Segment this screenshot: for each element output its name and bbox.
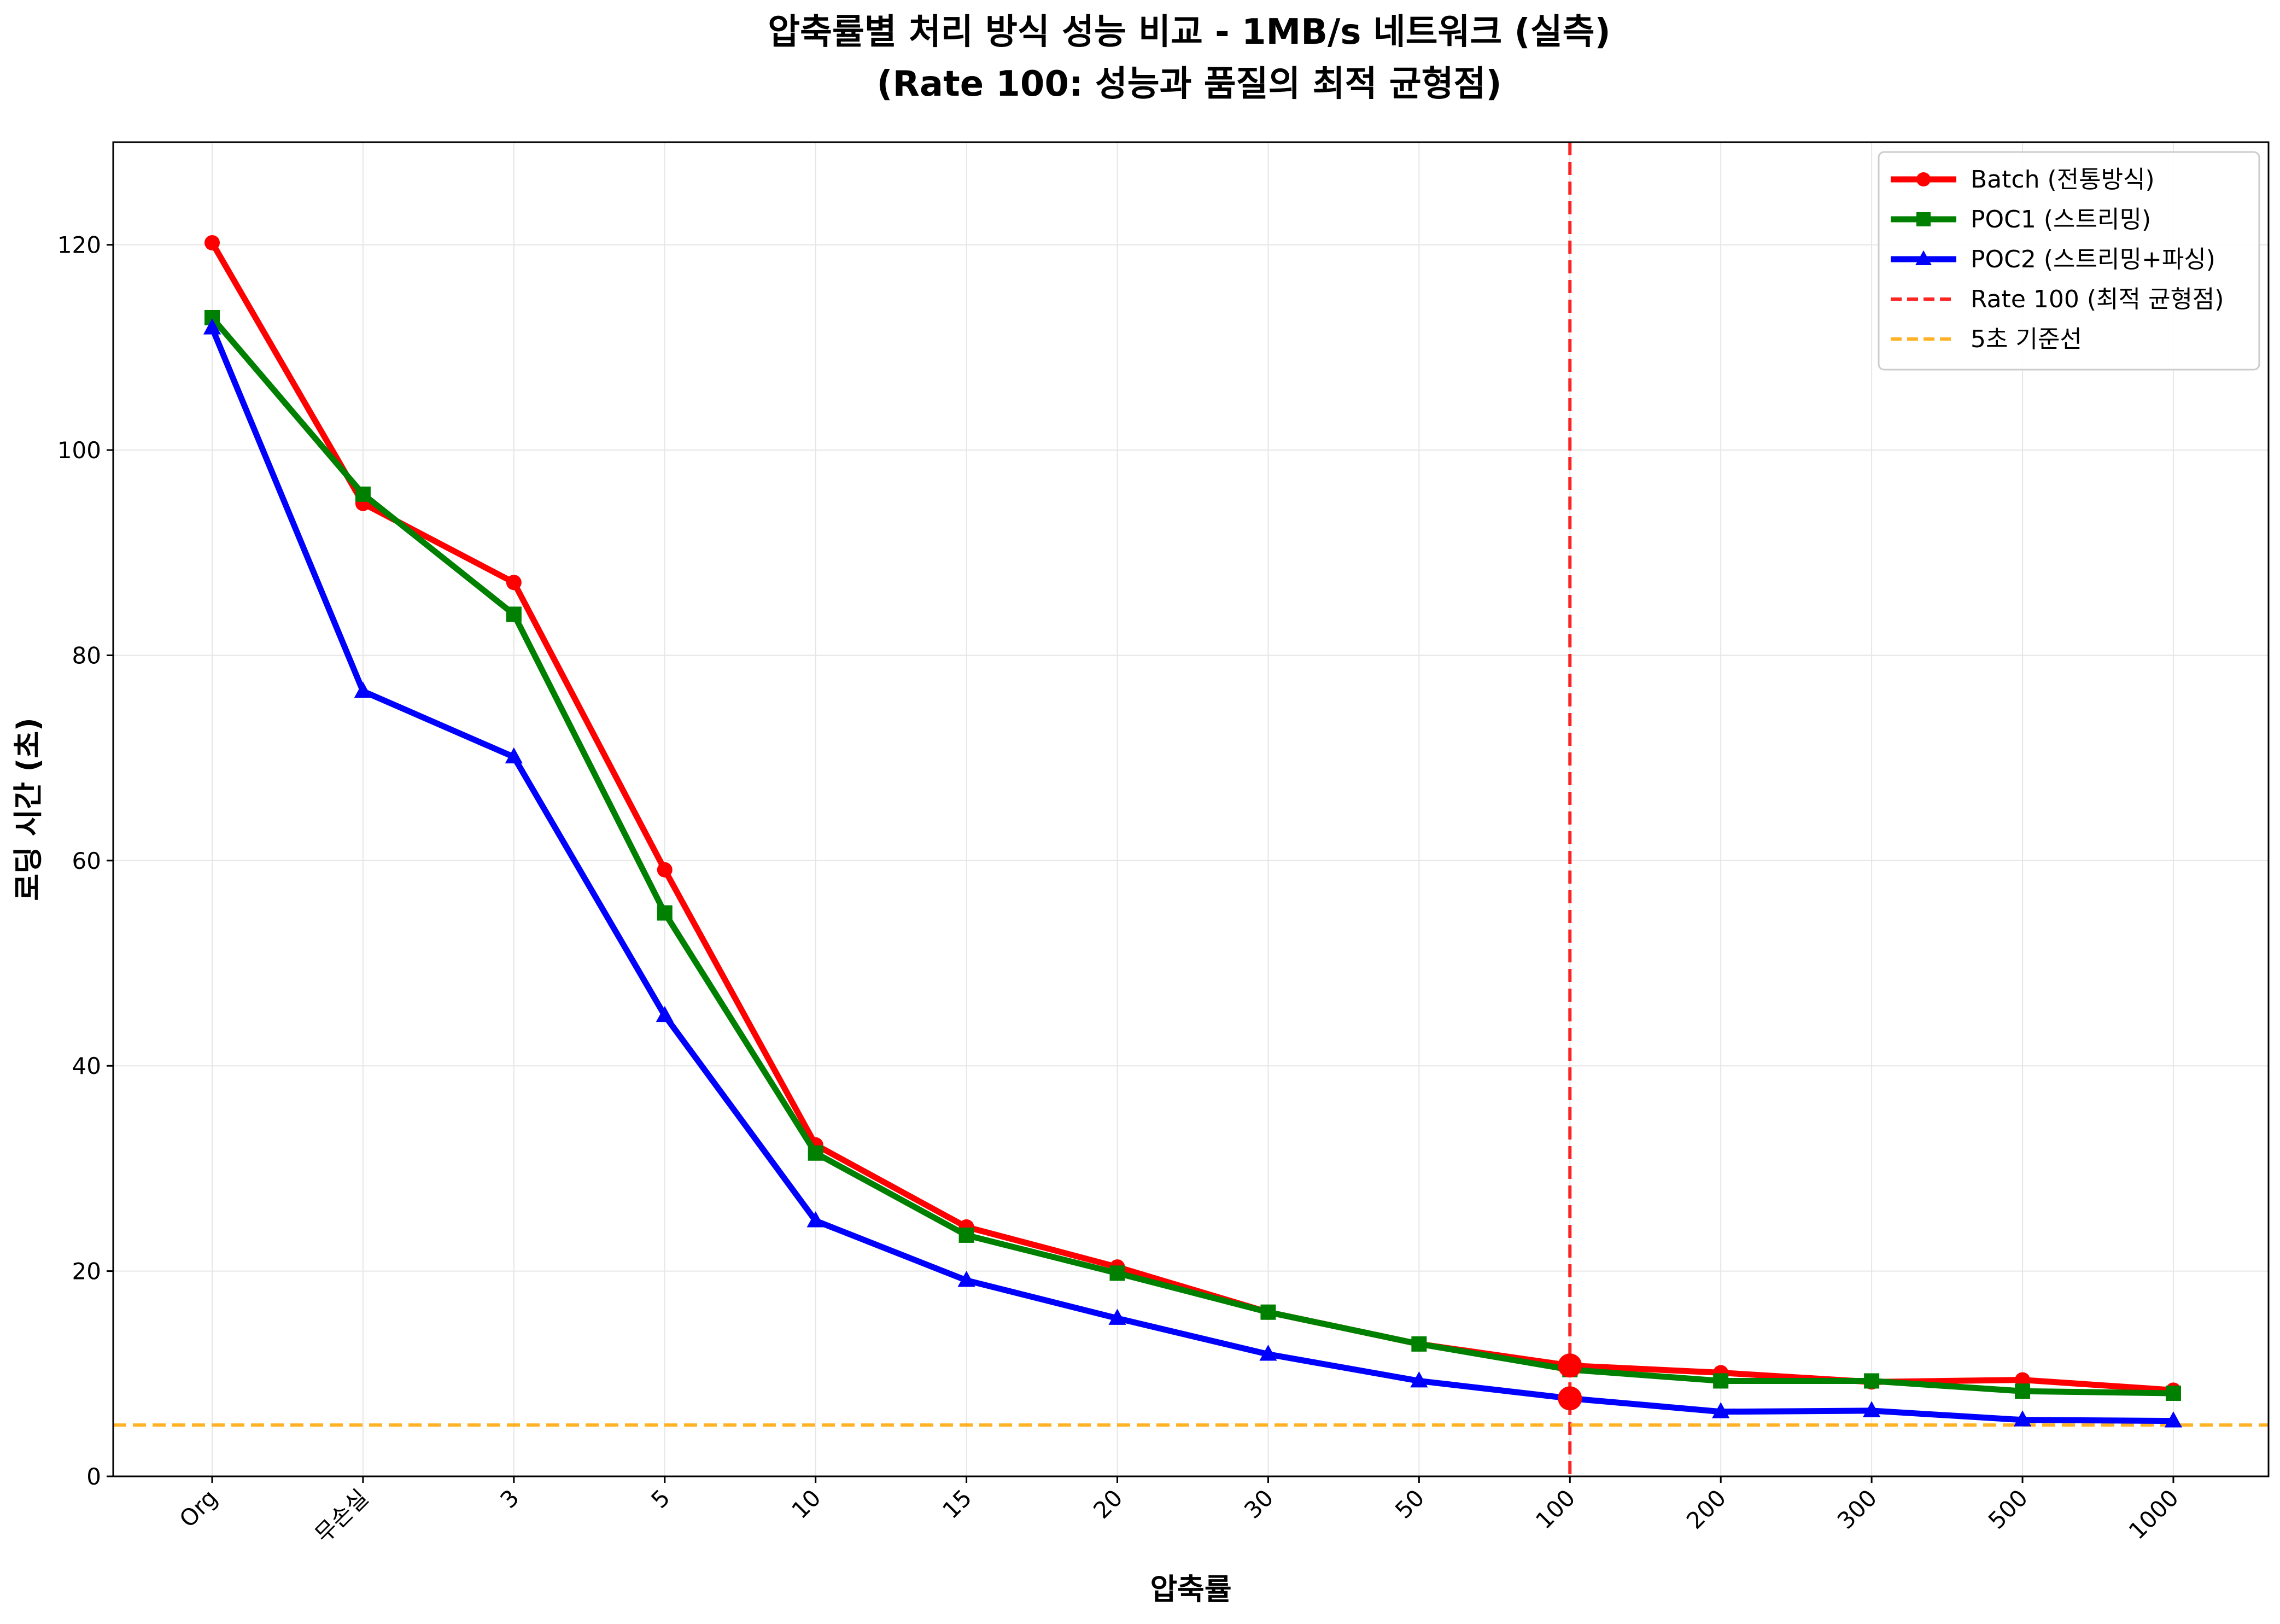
chart-subtitle: (Rate 100: 성능과 품질의 최적 균형점) — [876, 64, 1501, 104]
legend-entry: Batch (전통방식) — [1891, 166, 2155, 194]
y-tick-label: 60 — [72, 848, 101, 874]
data-point-square — [808, 1145, 823, 1161]
legend-entry: POC2 (스트리밍+파싱) — [1891, 246, 2215, 273]
data-point-circle — [1916, 172, 1931, 186]
highlight-point — [1558, 1353, 1582, 1378]
y-tick-label: 120 — [57, 232, 101, 259]
y-tick-label: 100 — [57, 437, 101, 464]
data-point-triangle — [1915, 250, 1932, 266]
y-axis-label: 로딩 시간 (초) — [11, 717, 45, 901]
data-point-square — [2015, 1383, 2031, 1399]
data-point-triangle — [957, 1271, 975, 1287]
y-tick-label: 80 — [72, 642, 101, 669]
legend-entry: 5초 기준선 — [1891, 325, 2082, 353]
data-point-triangle — [203, 318, 221, 335]
chart-title: 압축률별 처리 방식 성능 비교 - 1MB/s 네트워크 (실측) — [768, 12, 1611, 52]
data-point-triangle — [656, 1006, 674, 1023]
legend-box — [1878, 151, 2260, 371]
legend-label: POC2 (스트리밍+파싱) — [1971, 246, 2215, 273]
data-point-triangle — [1108, 1308, 1126, 1325]
data-point-square — [506, 606, 522, 622]
data-point-triangle — [2013, 1410, 2032, 1427]
series-line — [209, 314, 2177, 1397]
data-point-square — [1713, 1373, 1729, 1389]
grid — [113, 142, 2269, 1477]
legend-label: POC1 (스트리밍) — [1971, 206, 2151, 233]
legend-label: Batch (전통방식) — [1971, 166, 2155, 194]
highlight-point — [1558, 1386, 1582, 1411]
data-point-triangle — [505, 747, 523, 764]
data-point-square — [1916, 212, 1931, 226]
data-point-square — [1864, 1373, 1880, 1389]
legend-entry: POC1 (스트리밍) — [1891, 206, 2151, 233]
legend: Batch (전통방식) POC1 (스트리밍) POC2 (스트리밍+파싱) Rat… — [1878, 151, 2260, 371]
data-point-circle — [657, 862, 673, 878]
legend-label: 5초 기준선 — [1971, 325, 2082, 353]
data-point-triangle — [1259, 1345, 1277, 1361]
data-point-circle — [204, 235, 220, 250]
data-point-square — [355, 486, 371, 502]
data-point-circle — [506, 575, 522, 591]
data-point-triangle — [1863, 1401, 1881, 1417]
x-axis-label: 압축률 — [1150, 1572, 1231, 1607]
legend-label: Rate 100 (최적 균형점) — [1971, 285, 2224, 313]
data-point-square — [657, 905, 673, 921]
data-point-square — [2165, 1385, 2181, 1401]
series-line — [209, 325, 2177, 1424]
data-point-triangle — [2164, 1411, 2183, 1428]
data-point-triangle — [1410, 1371, 1428, 1388]
data-point-square — [1411, 1336, 1427, 1352]
data-point-square — [958, 1227, 974, 1243]
data-point-square — [1260, 1304, 1276, 1320]
series — [203, 235, 2183, 1428]
data-point-triangle — [806, 1211, 825, 1228]
legend-entry: Rate 100 (최적 균형점) — [1891, 285, 2224, 313]
reference-lines — [113, 142, 2269, 1476]
data-point-square — [1109, 1265, 1125, 1281]
series-2 — [204, 309, 2181, 1401]
data-point-triangle — [1712, 1402, 1730, 1418]
y-tick-label: 0 — [86, 1463, 101, 1490]
y-tick-label: 20 — [72, 1258, 101, 1285]
y-tick-label: 40 — [72, 1053, 101, 1079]
plot-frame — [112, 141, 2270, 1477]
data-point-triangle — [354, 681, 372, 698]
